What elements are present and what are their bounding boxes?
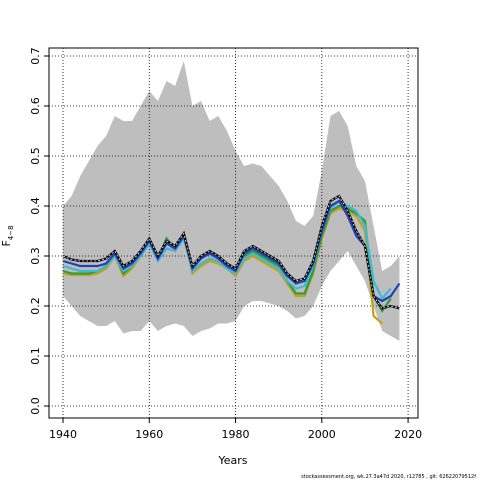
- y-tick-label: 0.2: [29, 297, 42, 315]
- y-tick-label: 0.0: [29, 397, 42, 415]
- x-axis-label: Years: [217, 454, 247, 467]
- y-axis-label: F4−8: [0, 225, 15, 246]
- series-line: [62, 199, 401, 303]
- y-tick-label: 0.5: [29, 147, 42, 165]
- plot-frame: [48, 47, 419, 419]
- x-tick-label: 1980: [222, 428, 250, 441]
- footer: stockassessment.org, wk.27.3a47d 2020, r…: [301, 474, 476, 480]
- y-tick-label: 0.6: [29, 97, 42, 115]
- y-tick-label: 0.1: [29, 347, 42, 365]
- y-axis-label-sub: 4−8: [7, 225, 15, 240]
- x-tick-label: 2020: [394, 428, 422, 441]
- x-tick-label: 2000: [308, 428, 336, 441]
- confidence-band: [63, 61, 400, 341]
- x-tick-label: 1960: [135, 428, 163, 441]
- series-line-highlight: [62, 195, 400, 309]
- y-tick-label: 0.7: [29, 47, 42, 65]
- y-tick-label: 0.3: [29, 247, 42, 265]
- y-tick-label: 0.4: [29, 197, 42, 215]
- x-tick-label: 1940: [49, 428, 77, 441]
- y-axis-label-main: F: [0, 240, 13, 246]
